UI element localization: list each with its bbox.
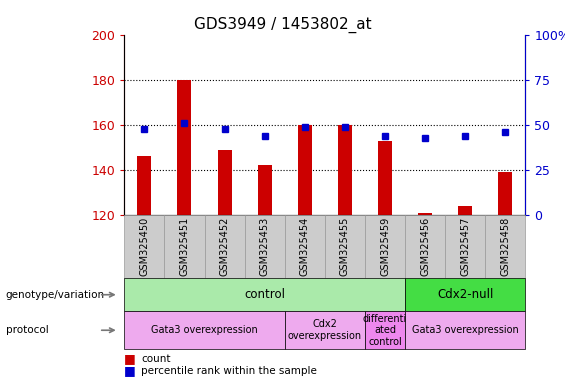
Text: genotype/variation: genotype/variation — [6, 290, 105, 300]
Text: GSM325457: GSM325457 — [460, 217, 470, 276]
Text: Cdx2
overexpression: Cdx2 overexpression — [288, 319, 362, 341]
Text: ■: ■ — [124, 353, 136, 366]
Bar — [498, 172, 512, 215]
Text: Gata3 overexpression: Gata3 overexpression — [412, 325, 519, 335]
Bar — [218, 150, 232, 215]
Bar — [137, 156, 151, 215]
Text: GSM325459: GSM325459 — [380, 217, 390, 276]
Text: GDS3949 / 1453802_at: GDS3949 / 1453802_at — [194, 17, 371, 33]
Text: GSM325456: GSM325456 — [420, 217, 430, 276]
Text: count: count — [141, 354, 171, 364]
Bar — [298, 125, 312, 215]
Text: Cdx2-null: Cdx2-null — [437, 288, 493, 301]
Text: GSM325450: GSM325450 — [140, 217, 149, 276]
Bar — [458, 206, 472, 215]
Bar — [338, 125, 352, 215]
Text: GSM325455: GSM325455 — [340, 217, 350, 276]
Bar — [177, 80, 192, 215]
Text: GSM325454: GSM325454 — [300, 217, 310, 276]
Text: percentile rank within the sample: percentile rank within the sample — [141, 366, 317, 376]
Bar — [258, 166, 272, 215]
Text: differenti
ated
control: differenti ated control — [363, 314, 407, 347]
Text: Gata3 overexpression: Gata3 overexpression — [151, 325, 258, 335]
Bar — [378, 141, 392, 215]
Text: GSM325458: GSM325458 — [501, 217, 510, 276]
Text: GSM325452: GSM325452 — [220, 217, 229, 276]
Text: ■: ■ — [124, 364, 136, 377]
Text: GSM325453: GSM325453 — [260, 217, 270, 276]
Bar — [418, 213, 432, 215]
Text: control: control — [244, 288, 285, 301]
Text: GSM325451: GSM325451 — [180, 217, 189, 276]
Text: protocol: protocol — [6, 325, 49, 335]
